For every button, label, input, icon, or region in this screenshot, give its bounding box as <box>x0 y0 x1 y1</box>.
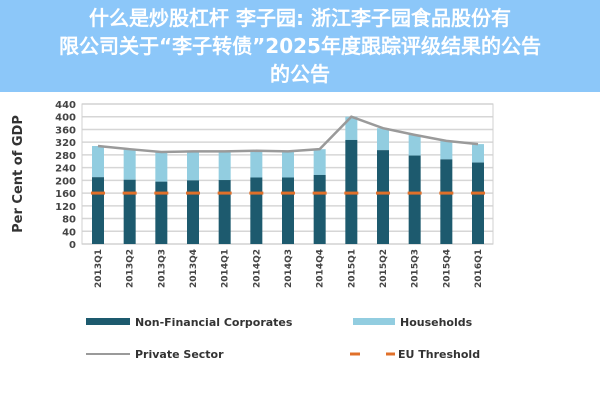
bar-non-financial-corporates <box>155 181 168 244</box>
y-tick-label: 240 <box>55 164 76 175</box>
x-tick-label: 2015Q1 <box>347 249 357 288</box>
bar-households <box>440 140 453 160</box>
x-tick-label: 2014Q1 <box>221 249 231 288</box>
bar-households <box>408 134 421 156</box>
y-tick-label: 440 <box>55 100 76 111</box>
legend-swatch-non-financial-corporates <box>86 318 130 325</box>
x-tick-label: 2014Q3 <box>284 249 294 288</box>
banner-title-line-1: 什么是炒股杠杆 李子园: 浙江李子园食品股份有 <box>89 6 511 30</box>
title-banner[interactable]: 什么是炒股杠杆 李子园: 浙江李子园食品股份有 限公司关于“李子转债”2025年… <box>0 0 600 92</box>
private-sector-line <box>97 115 479 154</box>
y-tick-label: 360 <box>55 125 76 136</box>
bar-non-financial-corporates <box>92 177 104 244</box>
bar-households <box>377 128 389 151</box>
x-tick-label: 2016Q1 <box>474 249 484 288</box>
x-tick-label: 2014Q2 <box>252 249 262 288</box>
y-tick-label: 160 <box>55 189 76 200</box>
y-tick-label: 280 <box>55 151 76 162</box>
bar-non-financial-corporates <box>187 180 199 244</box>
bar-non-financial-corporates <box>440 159 453 244</box>
y-tick-label: 320 <box>55 138 76 149</box>
x-tick-label: 2014Q4 <box>316 249 326 288</box>
legend-label-eu-threshold: EU Threshold <box>398 348 480 361</box>
bar-households <box>218 151 231 181</box>
bar-non-financial-corporates <box>123 179 136 244</box>
legend-label-private-sector: Private Sector <box>135 348 224 361</box>
legend-swatch-households <box>353 318 395 325</box>
x-tick-label: 2013Q1 <box>94 249 104 288</box>
bar-households <box>472 144 484 163</box>
y-axis-label: Per Cent of GDP <box>11 115 26 233</box>
legend-label-non-financial-corporates: Non-Financial Corporates <box>135 316 293 329</box>
x-tick-label: 2015Q3 <box>411 249 421 288</box>
y-tick-label: 40 <box>62 227 76 238</box>
bar-households <box>155 152 168 182</box>
bar-households <box>250 150 263 178</box>
y-tick-label: 200 <box>55 176 76 187</box>
x-tick-label: 2013Q3 <box>157 249 167 288</box>
x-tick-label: 2013Q2 <box>126 249 136 288</box>
legend-label-households: Households <box>400 316 473 329</box>
y-tick-label: 400 <box>55 113 76 124</box>
bar-households <box>123 149 136 180</box>
bar-non-financial-corporates <box>408 155 421 244</box>
bar-households <box>345 116 358 140</box>
y-tick-label: 80 <box>62 215 76 226</box>
x-tick-label: 2015Q4 <box>442 249 452 288</box>
bar-non-financial-corporates <box>218 180 231 244</box>
bar-non-financial-corporates <box>250 177 263 244</box>
bar-households <box>313 149 326 175</box>
y-tick-label: 0 <box>69 240 76 251</box>
bar-non-financial-corporates <box>313 174 326 244</box>
x-tick-label: 2015Q2 <box>379 249 389 288</box>
bar-households <box>282 151 294 178</box>
bar-households <box>92 146 104 178</box>
y-tick-label: 120 <box>55 202 76 213</box>
banner-title-line-3: 的公告 <box>270 62 330 86</box>
bar-non-financial-corporates <box>377 150 389 244</box>
bar-non-financial-corporates <box>282 177 294 244</box>
bar-households <box>187 151 199 181</box>
x-tick-label: 2013Q4 <box>189 249 199 288</box>
bar-non-financial-corporates <box>472 162 484 244</box>
banner-title-line-2: 限公司关于“李子转债”2025年度跟踪评级结果的公告 <box>59 34 541 58</box>
